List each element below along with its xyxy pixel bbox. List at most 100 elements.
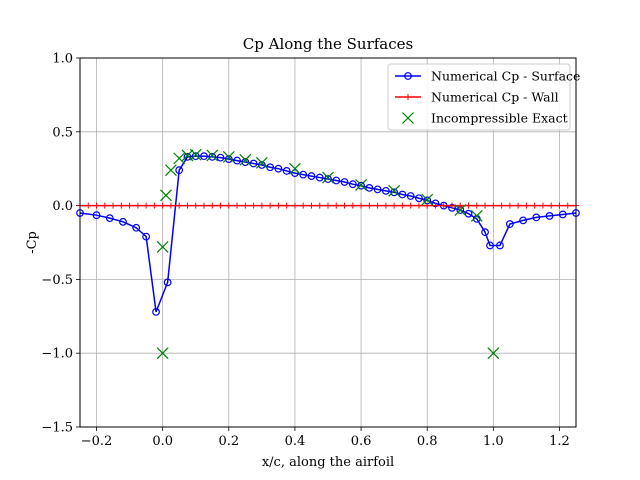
point-wall [176,202,183,209]
point-surface [357,181,365,190]
point-wall [258,202,265,209]
point-wall [349,202,356,209]
point-exact [322,171,334,184]
legend-item-wall: Numerical Cp - Wall [395,90,559,105]
legend-label-surface: Numerical Cp - Surface [431,69,580,84]
point-surface [191,152,200,161]
point-surface [398,190,407,199]
point-wall [556,202,563,209]
point-exact [454,204,467,216]
point-wall [498,202,505,209]
x-tick-label: 0.6 [351,434,372,449]
point-exact [173,152,186,165]
point-wall [382,202,389,209]
point-wall [275,202,282,209]
point-surface [224,155,233,164]
point-surface [340,178,349,186]
point-wall [325,202,331,209]
point-surface [249,159,258,168]
point-wall [515,202,522,209]
point-wall [333,202,340,209]
point-surface [152,307,160,316]
point-exact [255,156,268,169]
point-surface [315,173,324,182]
point-surface [274,164,283,173]
point-exact [160,189,172,202]
x-tick-label: 1.2 [549,434,570,449]
legend-item-surface: Numerical Cp - Surface [395,69,580,84]
point-exact [189,148,202,161]
point-surface [486,241,494,250]
point-wall [225,202,232,209]
x-tick-label: −0.2 [81,434,113,449]
point-wall [457,202,464,209]
point-surface [183,152,192,161]
point-wall [341,202,348,209]
series-wall [77,202,579,209]
point-wall [118,202,125,209]
point-wall [151,202,158,209]
point-surface [532,213,541,222]
point-wall [101,202,108,209]
point-wall [473,202,480,209]
point-wall [531,202,538,209]
point-wall [449,202,455,209]
point-wall [482,202,489,209]
point-exact [222,150,235,163]
point-exact [355,179,367,191]
point-wall [234,202,241,209]
point-surface [406,192,415,200]
point-surface [415,194,423,203]
point-surface [142,232,151,241]
y-axis-ticks: −1.5 −1.0 −0.5 0.0 0.5 1.0 [41,52,80,436]
y-tick-label: −1.5 [41,421,73,436]
point-surface [233,156,241,165]
series-surface [76,152,580,316]
point-wall [85,202,92,209]
point-exact [156,347,169,360]
point-surface [257,161,266,169]
point-surface [119,217,127,226]
point-exact [239,153,252,166]
x-axis-label: x/c, along the airfoil [262,455,394,470]
point-surface [241,158,250,166]
point-wall [490,202,497,209]
point-surface [307,172,316,180]
point-exact [470,210,483,222]
point-surface [282,167,291,175]
point-wall [366,202,373,209]
point-wall [407,202,414,209]
point-wall [242,202,249,209]
point-surface [200,152,208,161]
legend-item-exact: Incompressible Exact [402,111,568,126]
x-tick-label: 0.2 [218,434,239,449]
legend-label-exact: Incompressible Exact [431,111,568,126]
point-wall [201,202,207,209]
point-surface [332,176,341,185]
point-wall [192,202,199,209]
y-tick-label: −1.0 [41,347,73,362]
point-surface [381,186,390,195]
point-wall [167,202,174,209]
series-exact [156,148,500,360]
point-surface [299,170,308,179]
point-surface [365,183,374,192]
point-surface [105,214,114,223]
point-surface [496,241,504,250]
point-exact [156,241,169,253]
point-wall [267,202,274,209]
point-wall [159,202,166,209]
point-wall [424,202,431,209]
point-wall [308,202,315,209]
point-surface [519,216,527,225]
point-exact [388,184,401,197]
point-surface [132,223,141,232]
point-wall [126,202,133,209]
legend-label-wall: Numerical Cp - Wall [431,90,559,105]
legend-marker-surface [404,72,412,80]
x-tick-label: 1.0 [483,434,504,449]
point-wall [523,202,530,209]
point-wall [564,202,571,209]
y-tick-label: 0.5 [52,125,73,140]
